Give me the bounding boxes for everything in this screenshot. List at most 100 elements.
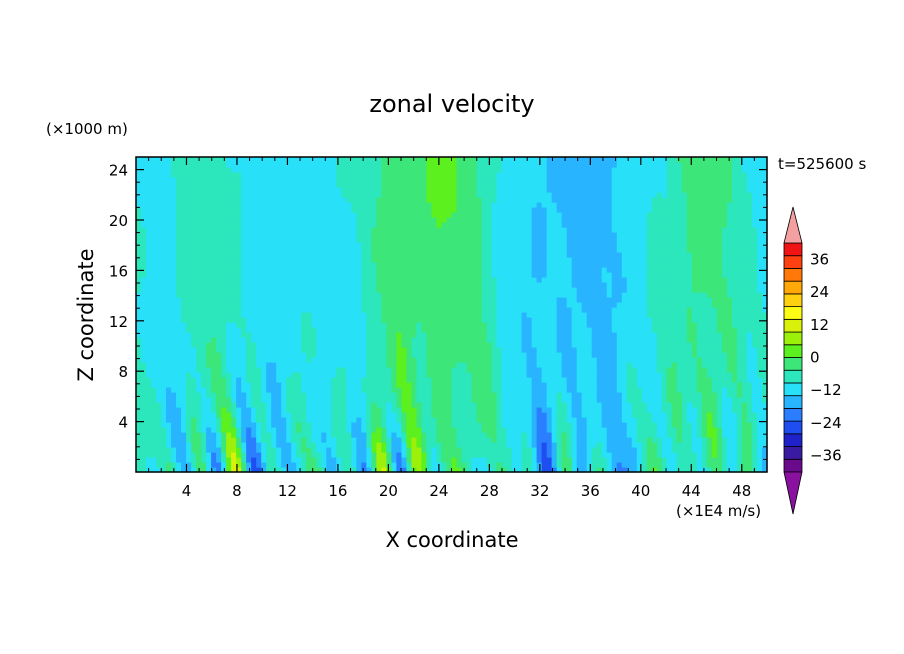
heatmap-cell <box>296 302 302 308</box>
heatmap-cell <box>416 247 423 253</box>
heatmap-cell <box>326 187 332 193</box>
heatmap-cell <box>206 217 212 223</box>
heatmap-cell <box>291 352 297 358</box>
heatmap-cell <box>181 422 187 428</box>
heatmap-cell <box>161 317 167 323</box>
heatmap-cell <box>276 172 282 178</box>
heatmap-cell <box>236 377 242 383</box>
heatmap-cell <box>361 412 367 418</box>
heatmap-cell <box>446 442 453 448</box>
heatmap-cell <box>161 162 167 168</box>
heatmap-cell <box>431 452 438 458</box>
heatmap-cell <box>336 252 342 258</box>
heatmap-cell <box>351 202 357 208</box>
heatmap-cell <box>196 197 202 203</box>
heatmap-cell <box>291 377 297 383</box>
heatmap-cell <box>236 192 242 198</box>
heatmap-cell <box>426 352 433 358</box>
heatmap-cell <box>341 282 347 288</box>
heatmap-cell <box>161 407 167 413</box>
heatmap-cell <box>451 257 458 263</box>
heatmap-cell <box>456 212 463 218</box>
heatmap-cell <box>146 317 152 323</box>
heatmap-cell <box>491 382 498 388</box>
heatmap-cell <box>456 227 463 233</box>
heatmap-cell <box>276 432 282 438</box>
heatmap-cell <box>421 172 428 178</box>
heatmap-cell <box>241 462 247 468</box>
heatmap-cell <box>206 262 212 268</box>
heatmap-cell <box>466 462 473 468</box>
heatmap-cell <box>416 157 423 163</box>
heatmap-cell <box>216 297 222 303</box>
heatmap-cell <box>301 332 307 338</box>
heatmap-cell <box>186 157 192 163</box>
heatmap-cell <box>286 322 292 328</box>
heatmap-cell <box>391 232 398 238</box>
heatmap-cell <box>211 167 217 173</box>
heatmap-cell <box>496 327 503 333</box>
heatmap-cell <box>346 372 352 378</box>
heatmap-cell <box>491 412 498 418</box>
heatmap-cell <box>301 342 307 348</box>
heatmap-cell <box>236 257 242 263</box>
heatmap-cell <box>486 342 493 348</box>
heatmap-cell <box>426 457 433 463</box>
heatmap-cell <box>161 292 167 298</box>
heatmap-cell <box>276 227 282 233</box>
heatmap-cell <box>241 307 247 313</box>
heatmap-cell <box>206 402 212 408</box>
heatmap-cell <box>251 272 257 278</box>
heatmap-cell <box>521 432 528 438</box>
heatmap-cell <box>166 327 172 333</box>
heatmap-cell <box>476 207 483 213</box>
heatmap-cell <box>321 467 327 473</box>
heatmap-cell <box>421 302 428 308</box>
heatmap-cell <box>296 217 302 223</box>
heatmap-cell <box>406 372 413 378</box>
heatmap-cell <box>421 297 428 303</box>
heatmap-cell <box>526 432 533 438</box>
heatmap-cell <box>451 272 458 278</box>
heatmap-cell <box>201 252 207 258</box>
heatmap-cell <box>491 197 498 203</box>
heatmap-cell <box>371 332 377 338</box>
heatmap-cell <box>356 302 362 308</box>
heatmap-cell <box>186 407 192 413</box>
heatmap-cell <box>271 177 277 183</box>
heatmap-cell <box>206 432 212 438</box>
heatmap-cell <box>266 427 272 433</box>
heatmap-cell <box>166 297 172 303</box>
heatmap-cell <box>356 222 362 228</box>
heatmap-cell <box>306 352 312 358</box>
heatmap-cell <box>501 347 508 353</box>
heatmap-cell <box>366 342 372 348</box>
heatmap-cell <box>291 312 297 318</box>
heatmap-cell <box>401 342 408 348</box>
heatmap-cell <box>146 297 152 303</box>
heatmap-cell <box>371 157 377 163</box>
heatmap-cell <box>141 402 147 408</box>
heatmap-cell <box>311 277 317 283</box>
heatmap-cell <box>386 462 393 468</box>
heatmap-cell <box>146 217 152 223</box>
heatmap-cell <box>271 182 277 188</box>
heatmap-cell <box>396 452 403 458</box>
heatmap-cell <box>266 367 272 373</box>
heatmap-cell <box>436 432 443 438</box>
heatmap-cell <box>401 212 408 218</box>
heatmap-cell <box>491 192 498 198</box>
heatmap-cell <box>206 422 212 428</box>
heatmap-cell <box>396 447 403 453</box>
heatmap-cell <box>491 157 498 163</box>
heatmap-cell <box>166 192 172 198</box>
heatmap-cell <box>451 267 458 273</box>
heatmap-cell <box>271 277 277 283</box>
heatmap-cell <box>186 412 192 418</box>
heatmap-cell <box>176 462 182 468</box>
heatmap-cell <box>341 162 347 168</box>
heatmap-cell <box>411 322 418 328</box>
heatmap-cell <box>161 387 167 393</box>
heatmap-cell <box>146 262 152 268</box>
heatmap-cell <box>146 437 152 443</box>
